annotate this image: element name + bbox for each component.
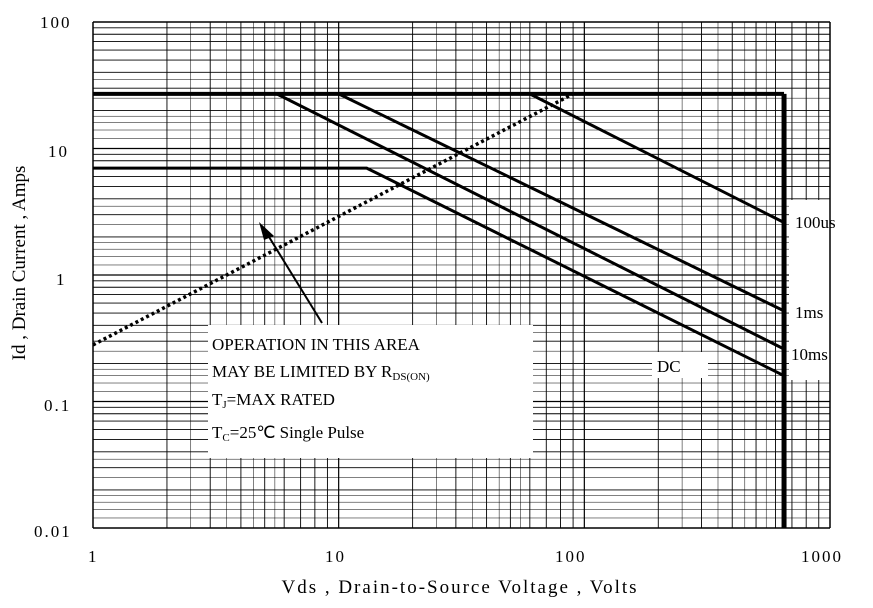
x-tick-label: 1000: [801, 547, 843, 566]
annotation-box: [208, 325, 533, 458]
annotation-line-2: MAY BE LIMITED BY RDS(ON): [212, 362, 430, 383]
annotation-arrow: [259, 222, 323, 324]
rds-on-limit-line: [92, 92, 574, 347]
annotation-line-1: OPERATION IN THIS AREA: [212, 335, 421, 354]
curve-label-1ms: 1ms: [795, 303, 823, 322]
dc-label-box: [652, 352, 708, 378]
curve-label-100us: 100us: [795, 213, 836, 232]
annotation-line-4: TC=25℃ Single Pulse: [212, 423, 364, 444]
y-tick-label: 0.01: [34, 522, 72, 541]
y-axis-label: Id , Drain Current , Amps: [9, 166, 30, 361]
curves: [92, 91, 787, 528]
axes: [92, 21, 831, 529]
arrow-head: [259, 222, 274, 240]
x-tick-label: 100: [555, 547, 587, 566]
y-tick-label: 0.1: [44, 396, 71, 415]
x-axis-label: Vds , Drain-to-Source Voltage , Volts: [281, 577, 638, 598]
grid: [93, 22, 830, 528]
arrow-shaft: [265, 231, 323, 324]
y-tick-label: 100: [40, 13, 72, 32]
curve-label-dc: DC: [657, 357, 681, 376]
x-tick-label: 10: [325, 547, 346, 566]
curve-label-10ms: 10ms: [791, 345, 828, 364]
y-tick-label: 10: [48, 142, 69, 161]
x-tick-label: 1: [88, 547, 99, 566]
curve-dc: [93, 166, 785, 378]
annotation-line-3: TJ=MAX RATED: [212, 390, 335, 411]
y-tick-label: 1: [56, 270, 67, 289]
label-box-right: [789, 200, 849, 380]
curve-10ms: [93, 92, 785, 351]
